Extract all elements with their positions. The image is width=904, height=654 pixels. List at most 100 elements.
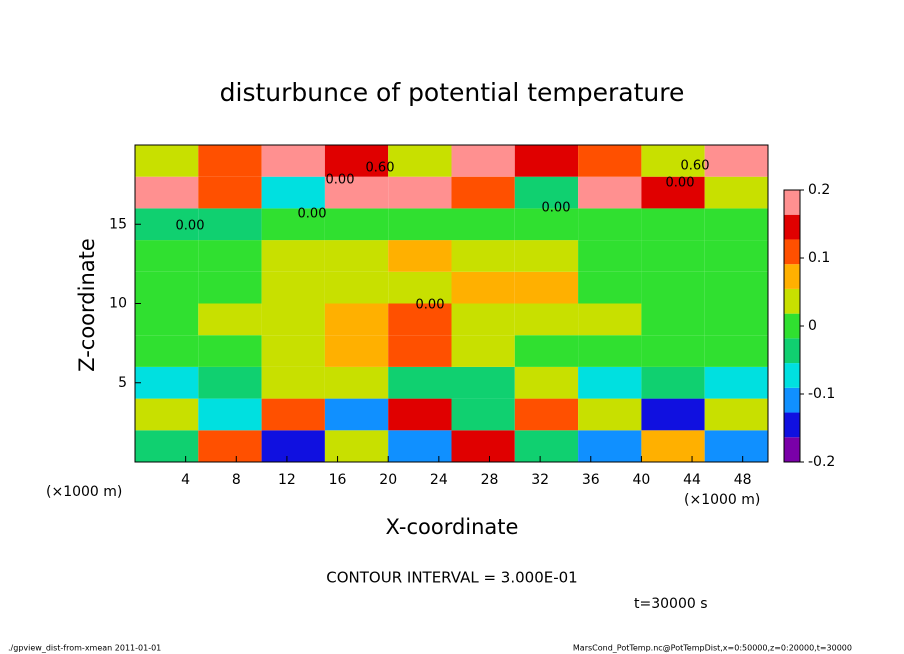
heatmap-cell bbox=[198, 366, 262, 399]
heatmap-cell bbox=[388, 271, 452, 304]
colorbar-swatch bbox=[784, 412, 800, 438]
heatmap-cell bbox=[261, 398, 325, 431]
heatmap-cell bbox=[388, 208, 452, 241]
heatmap-cell bbox=[261, 240, 325, 272]
heatmap-cell bbox=[578, 366, 642, 399]
heatmap-cell bbox=[324, 430, 389, 462]
heatmap-cell bbox=[261, 145, 325, 177]
heatmap-cell bbox=[198, 240, 262, 272]
heatmap-cell bbox=[578, 335, 642, 367]
heatmap-cell bbox=[261, 271, 325, 304]
contour-label: 0.00 bbox=[298, 207, 327, 222]
heatmap-cell bbox=[198, 303, 262, 336]
heatmap-cell bbox=[514, 303, 579, 336]
heatmap-cell bbox=[135, 366, 199, 399]
heatmap-cell bbox=[451, 176, 515, 209]
heatmap-cell bbox=[261, 430, 325, 462]
heatmap-cell bbox=[514, 398, 579, 431]
footer-left: ./gpview_dist-from-xmean 2011-01-01 bbox=[8, 644, 161, 653]
heatmap-cell bbox=[388, 335, 452, 367]
heatmap-cell bbox=[451, 303, 515, 336]
heatmap-cell bbox=[198, 335, 262, 367]
colorbar-swatch bbox=[784, 437, 800, 462]
heatmap-cell bbox=[388, 303, 452, 336]
colorbar-tick-label: 0 bbox=[808, 318, 817, 334]
heatmap-cell bbox=[388, 398, 452, 431]
y-tick-label: 5 bbox=[118, 375, 127, 391]
x-axis-label: X-coordinate bbox=[386, 515, 519, 539]
heatmap-cell bbox=[451, 430, 515, 462]
heatmap-cell bbox=[388, 176, 452, 209]
heatmap-cell bbox=[324, 208, 389, 241]
heatmap-cell bbox=[198, 145, 262, 177]
heatmap-cell bbox=[324, 366, 389, 399]
heatmap-cell bbox=[578, 430, 642, 462]
heatmap-cell bbox=[704, 398, 768, 431]
heatmap-cell bbox=[641, 271, 705, 304]
footer-right: MarsCond_PotTemp.nc@PotTempDist,x=0:5000… bbox=[573, 644, 852, 653]
heatmap-cell bbox=[135, 176, 199, 209]
heatmap-cell bbox=[324, 303, 389, 336]
x-tick-label: 44 bbox=[683, 472, 701, 488]
heatmap-cell bbox=[388, 240, 452, 272]
contour-interval: CONTOUR INTERVAL = 3.000E-01 bbox=[326, 569, 577, 587]
heatmap-cell bbox=[514, 240, 579, 272]
contour-label: 0.60 bbox=[681, 159, 710, 174]
heatmap-cell bbox=[641, 398, 705, 431]
heatmap-cell bbox=[135, 335, 199, 367]
colorbar-swatch bbox=[784, 264, 800, 289]
heatmap-cell bbox=[198, 176, 262, 209]
heatmap-cell bbox=[198, 271, 262, 304]
colorbar-swatch bbox=[784, 239, 800, 265]
heatmap-cell bbox=[324, 335, 389, 367]
heatmap-cell bbox=[578, 208, 642, 241]
heatmap-cell bbox=[704, 176, 768, 209]
heatmap-cell bbox=[135, 398, 199, 431]
contour-label: 0.00 bbox=[542, 201, 571, 216]
heatmap-cell bbox=[704, 303, 768, 336]
heatmap-cell bbox=[198, 398, 262, 431]
heatmap-cell bbox=[324, 398, 389, 431]
heatmap-cell bbox=[451, 398, 515, 431]
colorbar-tick-label: -0.2 bbox=[808, 454, 835, 470]
contour-label: 0.00 bbox=[416, 298, 445, 313]
heatmap-cell bbox=[514, 145, 579, 177]
heatmap-cell bbox=[704, 240, 768, 272]
heatmap-cell bbox=[388, 366, 452, 399]
x-tick-label: 36 bbox=[582, 472, 600, 488]
heatmap-cell bbox=[514, 366, 579, 399]
heatmap-cell bbox=[578, 271, 642, 304]
contour-label: 0.00 bbox=[176, 219, 205, 234]
heatmap-cell bbox=[641, 366, 705, 399]
x-tick-label: 8 bbox=[232, 472, 241, 488]
x-tick-label: 48 bbox=[734, 472, 752, 488]
y-tick-label: 15 bbox=[109, 216, 127, 232]
heatmap-cell bbox=[514, 176, 579, 209]
colorbar-tick-label: 0.2 bbox=[808, 182, 830, 198]
heatmap-cell bbox=[388, 430, 452, 462]
heatmap-cell bbox=[514, 271, 579, 304]
heatmap-cell bbox=[135, 271, 199, 304]
heatmap-cell bbox=[578, 398, 642, 431]
heatmap-cell bbox=[641, 240, 705, 272]
x-tick-label: 16 bbox=[329, 472, 347, 488]
y-tick-label: 10 bbox=[109, 296, 127, 312]
x-unit-label: (×1000 m) bbox=[684, 492, 760, 508]
heatmap-cell bbox=[641, 303, 705, 336]
heatmap-cell bbox=[451, 271, 515, 304]
heatmap-cell bbox=[704, 366, 768, 399]
y-unit-label: (×1000 m) bbox=[46, 484, 122, 500]
x-tick-label: 40 bbox=[632, 472, 650, 488]
heatmap-cell bbox=[704, 208, 768, 241]
heatmap-cell bbox=[578, 303, 642, 336]
heatmap-cell bbox=[324, 176, 389, 209]
x-tick-label: 4 bbox=[181, 472, 190, 488]
x-tick-label: 20 bbox=[379, 472, 397, 488]
colorbar-tick-label: 0.1 bbox=[808, 250, 830, 266]
contour-label: 0.00 bbox=[666, 176, 695, 191]
colorbar-swatch bbox=[784, 190, 800, 215]
contour-label: 0.00 bbox=[326, 173, 355, 188]
heatmap-cell bbox=[641, 176, 705, 209]
colorbar-swatch bbox=[784, 214, 800, 240]
